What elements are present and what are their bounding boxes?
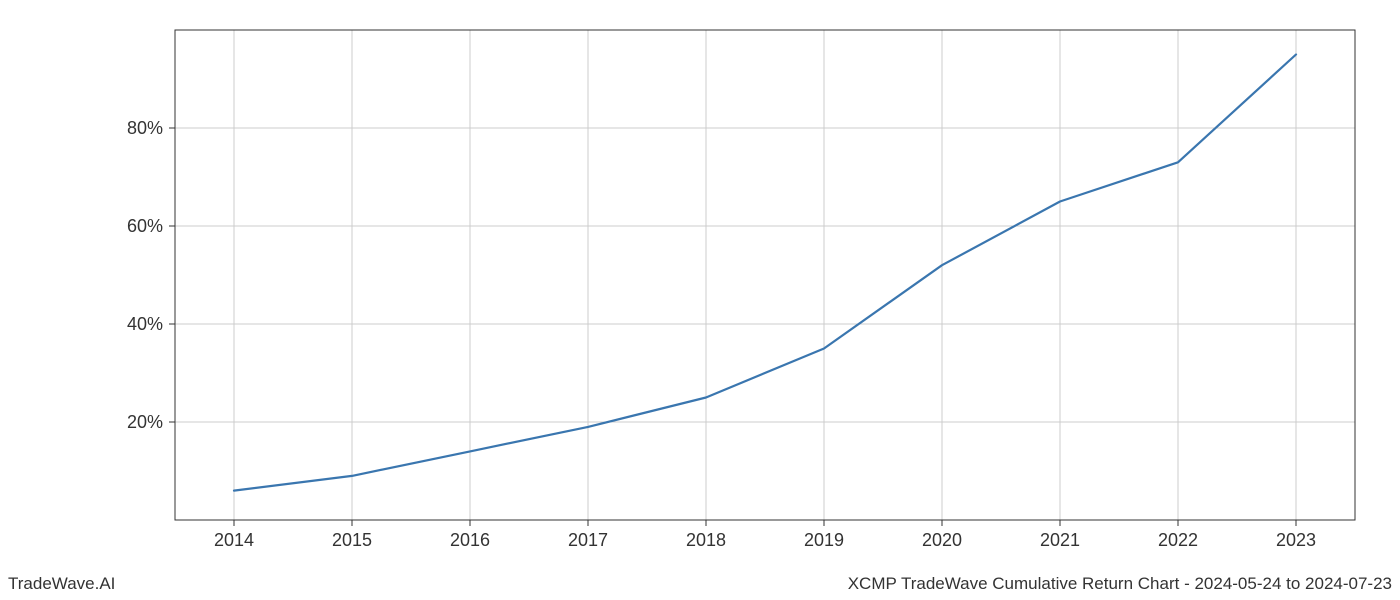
x-tick-label: 2023: [1276, 530, 1316, 550]
x-tick-label: 2019: [804, 530, 844, 550]
chart-footer: TradeWave.AI XCMP TradeWave Cumulative R…: [8, 574, 1392, 594]
line-chart: 2014 2015 2016 2017 2018 2019 2020 2021 2022 2023…: [0, 0, 1400, 600]
footer-caption: XCMP TradeWave Cumulative Return Chart -…: [848, 574, 1392, 594]
y-tick-label: 40%: [127, 314, 163, 334]
x-tick-label: 2014: [214, 530, 254, 550]
y-tick-label: 60%: [127, 216, 163, 236]
chart-container: 2014 2015 2016 2017 2018 2019 2020 2021 2022 2023…: [0, 0, 1400, 600]
y-tick-label: 80%: [127, 118, 163, 138]
x-tick-label: 2022: [1158, 530, 1198, 550]
x-tick-label: 2020: [922, 530, 962, 550]
x-tick-label: 2015: [332, 530, 372, 550]
y-tick-label: 20%: [127, 412, 163, 432]
x-tick-label: 2016: [450, 530, 490, 550]
x-tick-label: 2021: [1040, 530, 1080, 550]
x-tick-label: 2017: [568, 530, 608, 550]
x-tick-label: 2018: [686, 530, 726, 550]
footer-brand: TradeWave.AI: [8, 574, 115, 594]
